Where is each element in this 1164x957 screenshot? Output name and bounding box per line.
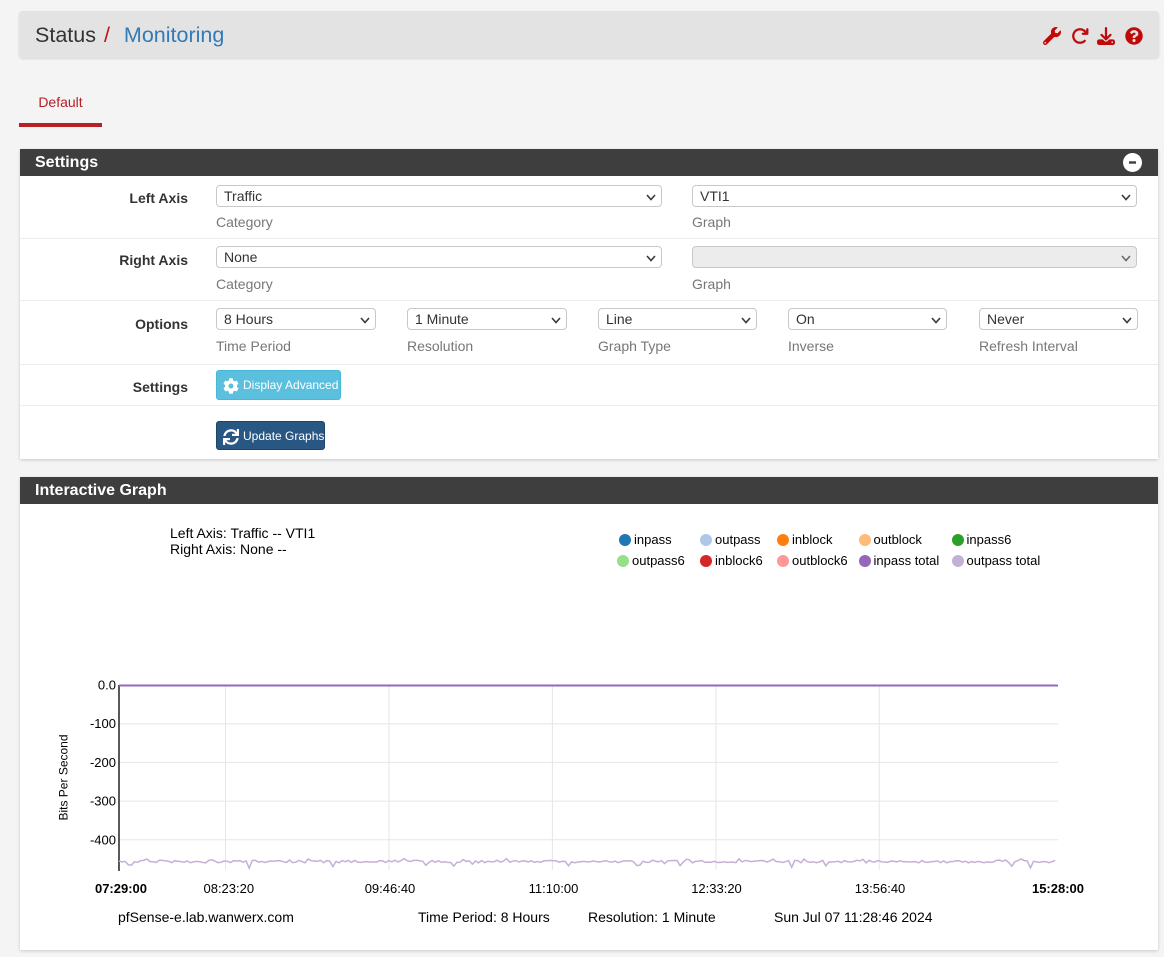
svg-text:-400: -400 — [90, 832, 116, 847]
svg-text:07:29:00: 07:29:00 — [95, 881, 147, 896]
svg-text:11:10:00: 11:10:00 — [529, 881, 579, 896]
svg-text:09:46:40: 09:46:40 — [365, 881, 416, 896]
svg-text:Bits Per Second: Bits Per Second — [57, 734, 71, 820]
svg-text:-100: -100 — [90, 716, 116, 731]
svg-text:0.0: 0.0 — [98, 678, 116, 693]
svg-text:-300: -300 — [90, 794, 116, 809]
svg-text:08:23:20: 08:23:20 — [203, 881, 254, 896]
svg-text:-200: -200 — [90, 755, 116, 770]
svg-text:15:28:00: 15:28:00 — [1032, 881, 1084, 896]
svg-text:12:33:20: 12:33:20 — [691, 881, 742, 896]
svg-text:13:56:40: 13:56:40 — [855, 881, 906, 896]
